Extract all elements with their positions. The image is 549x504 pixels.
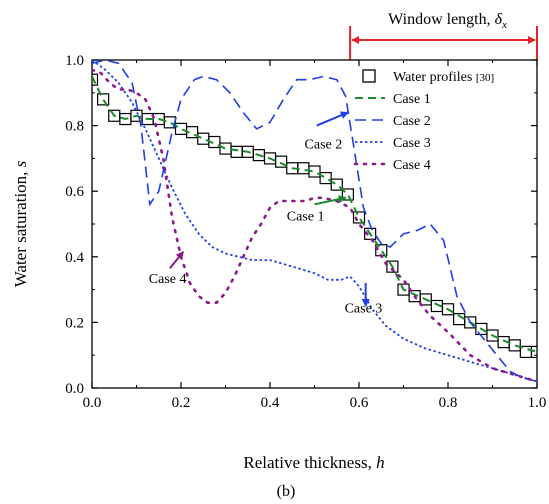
window-length-label: Window length, δx [388, 11, 507, 31]
annotations: Case 2 Case 1 Case 4 Case 3 [149, 111, 383, 317]
x-tick-label: 0.4 [261, 395, 280, 411]
data-point-water-profile [275, 155, 288, 168]
data-point-water-profile [341, 188, 354, 201]
x-axis-label: Relative thickness, h [243, 453, 384, 472]
data-point-water-profile [197, 132, 210, 145]
y-tick-label: 1.0 [65, 53, 84, 69]
y-axis-label: Water saturation, s [11, 160, 30, 287]
y-tick-label: 0.4 [65, 250, 84, 266]
x-tick-label: 0.6 [350, 395, 369, 411]
y-tick-label: 0.2 [65, 315, 84, 331]
legend: Water profiles [30] Case 1 Case 2 Case 3 Cas… [353, 69, 494, 173]
data-point-water-profile [475, 322, 488, 336]
y-tick-label: 0.0 [65, 381, 84, 397]
x-tick-label: 0.8 [439, 395, 458, 411]
legend-label: Water profiles [30] [393, 70, 494, 85]
series-line-case-4 [92, 68, 537, 383]
axes: 0.0 0.2 0.4 0.6 0.8 1.0 0.0 0.2 0.4 0.6 0.8 1.0 [65, 53, 546, 411]
data-point-water-profile [219, 142, 232, 155]
series-layer [92, 60, 537, 383]
legend-label: Case 1 [393, 92, 431, 107]
legend-label: Case 3 [393, 136, 431, 151]
x-tick-label: 0.0 [83, 395, 102, 411]
annotation-arrow [316, 111, 349, 127]
x-tick-label: 0.2 [172, 395, 191, 411]
y-tick-label: 0.8 [65, 119, 84, 135]
data-point-water-profile [508, 339, 521, 352]
series-line-case-2 [92, 60, 537, 383]
annotation-label: Case 2 [305, 138, 343, 153]
data-point-water-profile [297, 162, 310, 175]
data-point-water-profile [419, 293, 432, 306]
data-point-water-profile [464, 316, 477, 329]
data-point-water-profile [352, 211, 366, 224]
data-point-water-profile [386, 260, 399, 273]
series-line-case-1 [92, 75, 537, 353]
figure-caption: (b) [277, 483, 296, 500]
data-point-water-profile [97, 93, 110, 106]
data-point-water-profile [174, 122, 188, 135]
annotation-arrow [314, 195, 347, 206]
annotation-label: Case 1 [287, 210, 325, 225]
legend-marker [362, 69, 376, 83]
data-point-water-profile [441, 303, 455, 316]
data-point-water-profile [364, 227, 377, 240]
data-point-water-profile [330, 178, 343, 191]
series-line-case-3 [92, 60, 537, 383]
data-point-water-profile [486, 329, 499, 342]
data-point-water-profile [319, 171, 332, 185]
legend-label: Case 4 [393, 158, 431, 173]
x-tick-label: 1.0 [528, 395, 547, 411]
y-tick-label: 0.6 [65, 184, 84, 200]
window-length-indicator: Window length, δx [349, 11, 538, 60]
legend-label: Case 2 [393, 114, 431, 129]
annotation-label: Case 4 [149, 272, 187, 287]
data-point-water-profile [530, 345, 537, 359]
data-point-water-profile [92, 73, 99, 86]
annotation-label: Case 3 [345, 302, 383, 317]
data-point-water-profile [230, 145, 243, 158]
annotation-arrow [169, 251, 185, 269]
